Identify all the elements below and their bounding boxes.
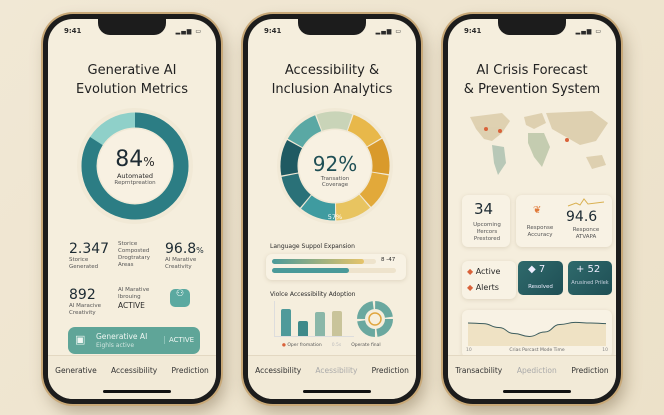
stat-stories: 2.347 Storice Generated — [69, 241, 110, 270]
donut-value: 92% — [312, 152, 358, 176]
banner-title: Generative AI — [96, 332, 148, 341]
voice-bar — [298, 320, 308, 336]
tab-prediction[interactable]: Prediction — [171, 366, 209, 375]
donut-sublabel: Reprntpreation — [114, 180, 156, 186]
voice-label: Violce Accessibility Adoption — [270, 291, 356, 298]
diamond-icon: ◆ — [528, 264, 536, 275]
donut-segment — [280, 111, 390, 221]
stat-creativity: 96.8% AI Marative Creativity — [165, 241, 204, 270]
page-title: Generative AI Evolution Metrics — [76, 63, 188, 97]
notch — [298, 19, 366, 35]
line-series — [467, 321, 607, 338]
donut-segment — [280, 111, 390, 221]
screen: 9:41 ▂▄▆ ▭ Accessibility & Inclusion Anal… — [248, 19, 416, 399]
banner-subtitle: Eighls active — [96, 342, 135, 349]
forecast-line-chart: 10 Crias Porcast Mode Time 10 — [462, 310, 612, 358]
voice-bar — [332, 310, 342, 336]
screen: 9:41 ▂▄▆ ▭ AI Crisis Forecast & Preventio… — [448, 19, 616, 399]
automated-donut-chart — [77, 108, 193, 224]
phone-crisis-forecast: 9:41 ▂▄▆ ▭ AI Crisis Forecast & Preventio… — [443, 14, 621, 404]
chip-icon: ▣ — [75, 333, 86, 346]
donut-center: 92% Transation Coverage — [275, 152, 395, 188]
response-card: ❦ Response Accuracy 94.6 Responce ATVAPA — [516, 195, 612, 247]
stat-composted: Storice Composted Drogtratary Areas — [118, 241, 151, 268]
page-title: AI Crisis Forecast & Prevention System — [463, 63, 601, 97]
status-time: 9:41 — [464, 27, 482, 35]
progress-bar-fill — [272, 268, 349, 273]
phone-generative-ai: 9:41 ▂▄▆ ▭ Generative AI Evolution Metric… — [43, 14, 221, 404]
generative-ai-banner[interactable]: ▣ Generative AI Eighls active ACTIVE — [68, 327, 200, 354]
voice-legend: ● Oper fromation 0.5s Operate final — [282, 343, 381, 348]
tab-prediction[interactable]: Prediction — [371, 366, 409, 375]
status-time: 9:41 — [64, 27, 82, 35]
people-icon: ⚇ — [170, 289, 190, 307]
voice-bar-chart — [274, 301, 354, 337]
donut-center: 84% Automated Reprntpreation — [75, 147, 195, 186]
voice-bar — [281, 308, 291, 336]
tab-accessibility[interactable]: Accessibility — [111, 366, 158, 375]
signal-battery-icon: ▂▄▆ ▭ — [375, 28, 402, 35]
notch — [498, 19, 566, 35]
tab-transacbility[interactable]: Transacbility — [455, 366, 503, 375]
home-indicator — [503, 390, 571, 393]
voice-ring-chart — [357, 301, 393, 337]
banner-status: ACTIVE — [164, 336, 194, 344]
language-label: Language Suppol Expansion — [270, 243, 355, 250]
alert-icon: ❦ — [533, 205, 542, 216]
tab-generative[interactable]: Generative — [55, 366, 97, 375]
stat-892: 892 AI Maracive Creativity — [69, 287, 102, 316]
tab-accessibility[interactable]: Accessibility — [255, 366, 302, 375]
tab-prediction[interactable]: Prediction — [571, 366, 609, 375]
home-indicator — [103, 390, 171, 393]
page-title: Accessibility & Inclusion Analytics — [271, 63, 393, 97]
world-map — [470, 111, 608, 175]
translation-coverage-donut — [277, 108, 393, 224]
language-progress-card: 8 -47 — [266, 254, 406, 280]
donut-segment — [280, 111, 390, 221]
sparkline — [567, 198, 605, 207]
progress-bar-fill — [272, 259, 364, 264]
donut-value: 84 — [115, 147, 144, 172]
screen: 9:41 ▂▄▆ ▭ Generative AI Evolution Metric… — [48, 19, 216, 399]
stat-active: AI Marative Ibrouing ACTIVE — [118, 287, 150, 310]
home-indicator — [303, 390, 371, 393]
donut-segment — [280, 111, 390, 221]
voice-bar — [315, 312, 325, 336]
upcoming-card: 34 Upcoming Ifercors Prestored — [462, 195, 510, 247]
progress-value: 8 -47 — [381, 257, 396, 263]
signal-battery-icon: ▂▄▆ ▭ — [175, 28, 202, 35]
donut-segment — [280, 111, 390, 221]
chart-caption: Crias Porcast Mode Time — [509, 348, 565, 353]
resolved-tile[interactable]: ◆ 7 Resolved — [518, 261, 563, 295]
map-marker — [498, 129, 502, 133]
donut-label: Automated — [116, 172, 154, 180]
risk-tile[interactable]: + 52 Arusined Prilek — [568, 261, 612, 295]
tab-accessibility-2[interactable]: Acessibility — [315, 366, 358, 375]
map-marker — [565, 138, 569, 142]
status-time: 9:41 — [264, 27, 282, 35]
alerts-card: ◆ Active ◆ Alerts — [462, 261, 516, 299]
donut-segment-label: 57% — [327, 213, 343, 221]
signal-battery-icon: ▂▄▆ ▭ — [575, 28, 602, 35]
phone-accessibility: 9:41 ▂▄▆ ▭ Accessibility & Inclusion Anal… — [243, 14, 421, 404]
tab-apediction[interactable]: Apediction — [516, 366, 557, 375]
notch — [98, 19, 166, 35]
donut-value-arc — [81, 112, 189, 220]
map-marker — [484, 127, 488, 131]
